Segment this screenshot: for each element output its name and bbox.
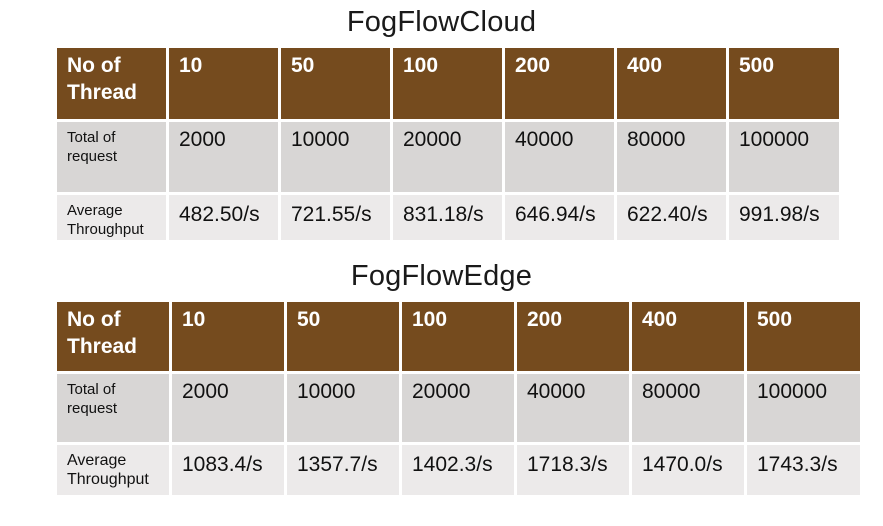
table-cell: 1083.4/s [169,442,287,498]
table-cell: 100000 [726,119,842,195]
column-header: 10 [169,299,287,374]
table-cell: 482.50/s [166,192,281,243]
row-label: Average Throughput [54,442,172,498]
column-header: 500 [744,299,863,374]
column-header: 10 [166,45,281,122]
table-cell: 991.98/s [726,192,842,243]
table-cell: 1718.3/s [514,442,632,498]
table-cell: 10000 [278,119,393,195]
header-row: No of Thread 10 50 100 200 400 500 [54,45,842,122]
table-cell: 20000 [390,119,505,195]
table-row: Total of request 2000 10000 20000 40000 … [54,371,863,445]
table-cell: 1357.7/s [284,442,402,498]
header-label: No of Thread [54,45,169,122]
table-row: Average Throughput 1083.4/s 1357.7/s 140… [54,442,863,498]
header-row: No of Thread 10 50 100 200 400 500 [54,299,863,374]
table-title-cloud: FogFlowCloud [346,6,537,38]
table-cell: 1743.3/s [744,442,863,498]
column-header: 400 [629,299,747,374]
table-row: Total of request 2000 10000 20000 40000 … [54,119,842,195]
column-header: 400 [614,45,729,122]
table-cell: 80000 [629,371,747,445]
table-cell: 40000 [502,119,617,195]
column-header: 100 [399,299,517,374]
column-header: 50 [284,299,402,374]
column-header: 50 [278,45,393,122]
table-cell: 10000 [284,371,402,445]
column-header: 200 [502,45,617,122]
table-cell: 2000 [166,119,281,195]
column-header: 200 [514,299,632,374]
column-header: 100 [390,45,505,122]
table-cell: 80000 [614,119,729,195]
table-cell: 721.55/s [278,192,393,243]
row-label: Average Throughput [54,192,169,243]
table-cell: 20000 [399,371,517,445]
row-label: Total of request [54,119,169,195]
table-cell: 2000 [169,371,287,445]
table-cell: 622.40/s [614,192,729,243]
row-label: Total of request [54,371,172,445]
edge-table: No of Thread 10 50 100 200 400 500 Total… [54,299,863,498]
header-label: No of Thread [54,299,172,374]
table-cell: 100000 [744,371,863,445]
cloud-table: No of Thread 10 50 100 200 400 500 Total… [54,45,842,243]
table-cell: 1402.3/s [399,442,517,498]
table-row: Average Throughput 482.50/s 721.55/s 831… [54,192,842,243]
table-cell: 40000 [514,371,632,445]
table-cell: 1470.0/s [629,442,747,498]
column-header: 500 [726,45,842,122]
table-title-edge: FogFlowEdge [350,260,533,292]
table-cell: 646.94/s [502,192,617,243]
table-cell: 831.18/s [390,192,505,243]
